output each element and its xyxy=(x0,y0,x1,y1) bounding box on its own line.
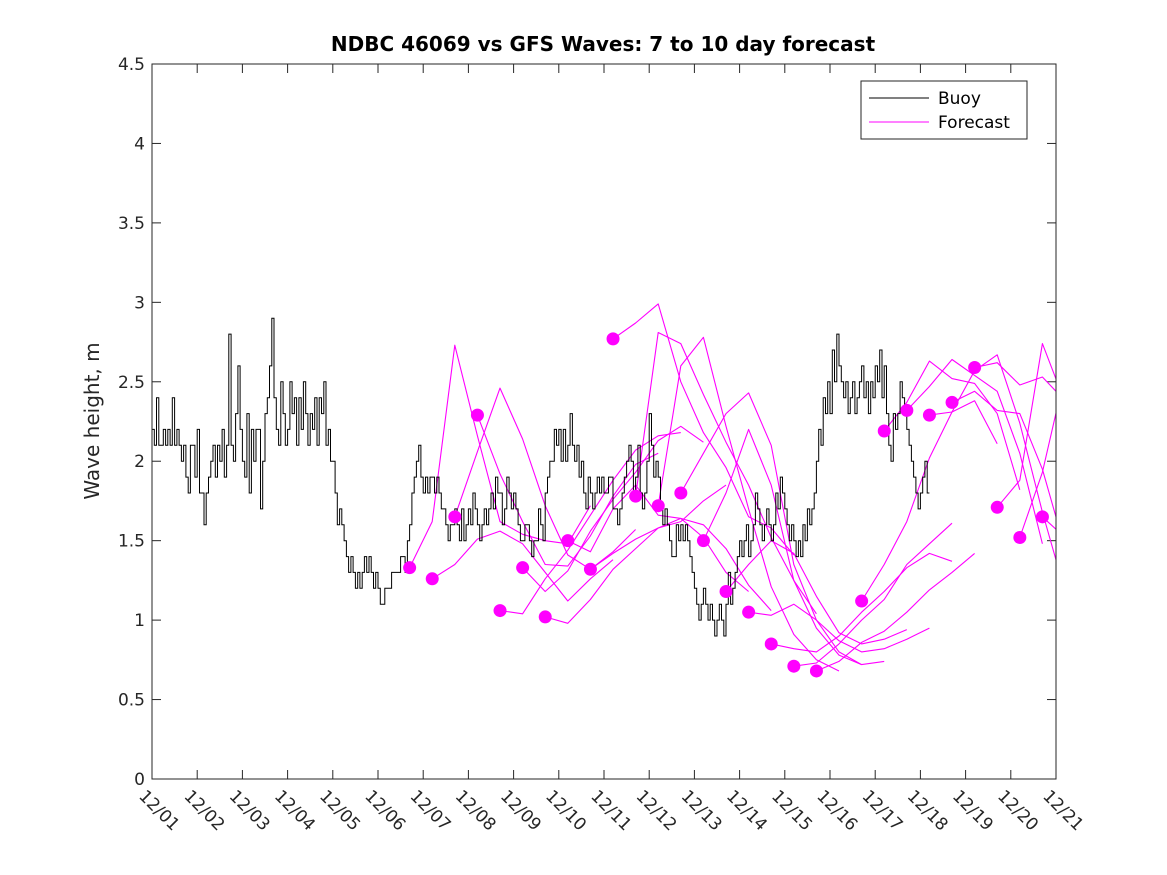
forecast-line xyxy=(929,354,1056,562)
y-tick-label: 2 xyxy=(134,452,145,472)
forecast-initial-marker xyxy=(651,499,665,513)
forecast-line xyxy=(612,303,795,556)
chart-title: NDBC 46069 vs GFS Waves: 7 to 10 day for… xyxy=(331,32,876,56)
forecast-initial-marker xyxy=(516,561,530,575)
forecast-line xyxy=(409,344,591,568)
forecast-initial-marker xyxy=(606,332,620,346)
axis-ticks xyxy=(151,63,1057,780)
forecast-line xyxy=(793,522,953,667)
x-tick-label: 12/01 xyxy=(134,786,183,835)
forecast-line xyxy=(996,343,1056,508)
forecast-line xyxy=(702,428,885,666)
forecast-initial-marker xyxy=(719,585,733,599)
legend-box xyxy=(860,80,1028,140)
marker-layer xyxy=(403,332,1049,678)
forecast-initial-marker xyxy=(855,594,869,608)
forecast-line xyxy=(545,484,727,624)
x-tick-label: 12/03 xyxy=(225,786,274,835)
forecast-line xyxy=(816,552,975,672)
forecast-initial-marker xyxy=(1013,530,1027,544)
x-tick-label: 12/05 xyxy=(315,786,364,835)
y-tick-label: 0 xyxy=(134,770,145,790)
forecast-initial-marker xyxy=(493,604,507,618)
forecast-line xyxy=(883,360,1021,490)
forecast-initial-marker xyxy=(561,534,575,548)
forecast-line xyxy=(906,358,1043,544)
forecast-line xyxy=(771,552,953,653)
x-tick-label: 12/21 xyxy=(1038,786,1087,835)
y-tick-label: 3 xyxy=(134,293,145,313)
forecast-line xyxy=(1042,516,1056,531)
y-tick-labels: 0 0.5 1 1.5 2 2.5 3 3.5 4 4.5 xyxy=(118,55,145,790)
forecast-line xyxy=(1019,410,1056,538)
buoy-line xyxy=(152,317,930,637)
y-tick-label: 1.5 xyxy=(118,532,145,552)
forecast-initial-marker xyxy=(629,489,643,503)
forecast-initial-marker xyxy=(425,572,439,586)
x-tick-label: 12/15 xyxy=(767,786,816,835)
forecast-line xyxy=(974,362,1056,393)
forecast-initial-marker xyxy=(990,500,1004,514)
x-tick-label: 12/07 xyxy=(406,786,455,835)
x-tick-label: 12/06 xyxy=(360,786,409,835)
y-axis-label: Wave height, m xyxy=(80,342,104,499)
forecast-initial-marker xyxy=(1035,510,1049,524)
legend-label-buoy: Buoy xyxy=(938,89,981,109)
x-tick-label: 12/17 xyxy=(858,786,907,835)
y-tick-label: 4 xyxy=(134,134,145,154)
x-tick-label: 12/14 xyxy=(722,786,771,835)
forecast-initial-marker xyxy=(583,562,597,576)
x-tick-label: 12/13 xyxy=(677,786,726,835)
x-tick-label: 12/11 xyxy=(586,786,635,835)
x-tick-label: 12/19 xyxy=(948,786,997,835)
x-tick-label: 12/09 xyxy=(496,786,545,835)
y-tick-label: 4.5 xyxy=(118,55,145,75)
series-layer xyxy=(152,303,1056,672)
plot-frame xyxy=(151,63,1057,780)
forecast-line xyxy=(657,336,840,672)
forecast-initial-marker xyxy=(764,637,778,651)
x-tick-label: 12/20 xyxy=(993,786,1042,835)
forecast-line xyxy=(951,390,1056,519)
x-tick-label: 12/08 xyxy=(451,786,500,835)
forecast-initial-marker xyxy=(696,534,710,548)
forecast-line xyxy=(725,540,908,645)
y-tick-label: 3.5 xyxy=(118,214,145,234)
y-tick-label: 1 xyxy=(134,611,145,631)
x-tick-label: 12/18 xyxy=(903,786,952,835)
legend: Buoy Forecast xyxy=(860,80,1028,140)
forecast-initial-marker xyxy=(448,510,462,524)
forecast-line xyxy=(748,603,930,653)
forecast-initial-marker xyxy=(809,664,823,678)
x-tick-label: 12/16 xyxy=(812,786,861,835)
forecast-initial-marker xyxy=(403,561,417,575)
forecast-line xyxy=(861,400,998,602)
forecast-initial-marker xyxy=(538,610,552,624)
forecast-initial-marker xyxy=(968,360,982,374)
x-tick-label: 12/12 xyxy=(632,786,681,835)
forecast-line xyxy=(499,432,681,615)
forecast-initial-marker xyxy=(877,424,891,438)
forecast-initial-marker xyxy=(945,395,959,409)
forecast-initial-marker xyxy=(470,408,484,422)
x-tick-label: 12/02 xyxy=(180,786,229,835)
legend-label-forecast: Forecast xyxy=(938,113,1010,133)
forecast-initial-marker xyxy=(742,605,756,619)
forecast-line xyxy=(476,414,659,567)
x-tick-labels: 12/0112/0212/0312/0412/0512/0612/0712/08… xyxy=(134,786,1087,835)
y-tick-label: 2.5 xyxy=(118,373,145,393)
forecast-initial-marker xyxy=(674,486,688,500)
forecast-initial-marker xyxy=(787,659,801,673)
forecast-initial-marker xyxy=(900,403,914,417)
forecast-line xyxy=(635,331,817,615)
x-tick-label: 12/10 xyxy=(541,786,590,835)
forecast-line xyxy=(431,530,614,602)
y-tick-label: 0.5 xyxy=(118,691,145,711)
forecast-line xyxy=(567,484,749,592)
forecast-initial-marker xyxy=(922,408,936,422)
x-tick-label: 12/04 xyxy=(270,786,319,835)
